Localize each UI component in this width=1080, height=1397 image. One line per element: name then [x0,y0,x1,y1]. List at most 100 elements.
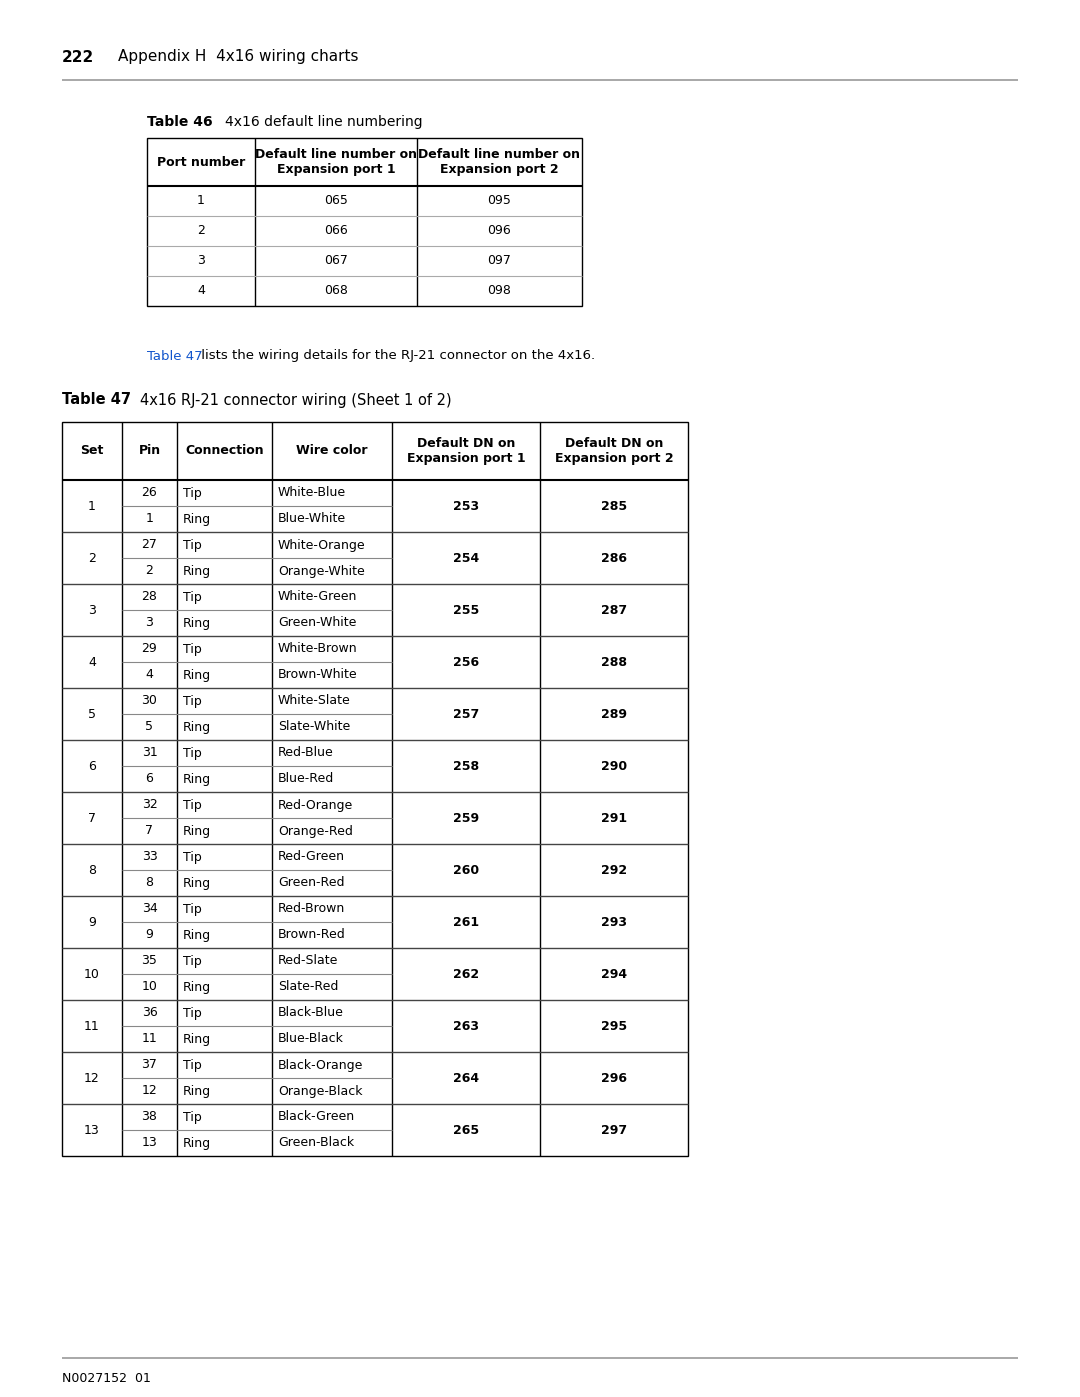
Text: Tip: Tip [183,954,202,968]
Text: 37: 37 [141,1059,158,1071]
Text: 11: 11 [84,1020,99,1032]
Text: 067: 067 [324,254,348,267]
Text: Red-Green: Red-Green [278,851,345,863]
Text: 3: 3 [197,254,205,267]
Text: Green-Black: Green-Black [278,1137,354,1150]
Text: 12: 12 [141,1084,158,1098]
Text: 258: 258 [453,760,480,773]
Text: 31: 31 [141,746,158,760]
Text: 287: 287 [600,604,627,616]
Text: Green-Red: Green-Red [278,876,345,890]
Text: 10: 10 [84,968,100,981]
Text: Black-Orange: Black-Orange [278,1059,363,1071]
Text: 5: 5 [146,721,153,733]
Text: 066: 066 [324,225,348,237]
Text: 289: 289 [600,707,627,721]
Text: White-Brown: White-Brown [278,643,357,655]
Text: 3: 3 [89,604,96,616]
Bar [147,138,582,306]
Text: Ring: Ring [183,1084,211,1098]
Text: 260: 260 [453,863,480,876]
Text: Set: Set [80,444,104,457]
Text: 291: 291 [600,812,627,824]
Text: Orange-White: Orange-White [278,564,365,577]
Text: Tip: Tip [183,643,202,655]
Text: 222: 222 [62,49,94,64]
Text: 065: 065 [324,194,348,208]
Text: 2: 2 [197,225,205,237]
Text: 296: 296 [600,1071,627,1084]
Text: 34: 34 [141,902,158,915]
Text: Tip: Tip [183,1111,202,1123]
Text: 26: 26 [141,486,158,500]
Text: 068: 068 [324,285,348,298]
Text: 13: 13 [84,1123,99,1137]
Text: 4x16 RJ-21 connector wiring (Sheet 1 of 2): 4x16 RJ-21 connector wiring (Sheet 1 of … [140,393,451,408]
Text: Slate-Red: Slate-Red [278,981,338,993]
Text: Port number: Port number [157,155,245,169]
Text: Orange-Red: Orange-Red [278,824,353,837]
Text: 6: 6 [146,773,153,785]
Text: Tip: Tip [183,902,202,915]
Text: Default DN on: Default DN on [417,437,515,450]
Text: 29: 29 [141,643,158,655]
Text: 4: 4 [89,655,96,669]
Text: Red-Blue: Red-Blue [278,746,334,760]
Text: Default DN on: Default DN on [565,437,663,450]
Text: 261: 261 [453,915,480,929]
Text: Expansion port 1: Expansion port 1 [407,453,525,465]
Text: 1: 1 [89,500,96,513]
Text: 256: 256 [453,655,480,669]
Text: 098: 098 [487,285,512,298]
Text: 292: 292 [600,863,627,876]
Text: 6: 6 [89,760,96,773]
Text: Black-Blue: Black-Blue [278,1006,343,1020]
Text: Pin: Pin [138,444,161,457]
Text: Table 46: Table 46 [147,115,213,129]
Text: 5: 5 [87,707,96,721]
Text: Black-Green: Black-Green [278,1111,355,1123]
Text: Red-Slate: Red-Slate [278,954,338,968]
Text: Tip: Tip [183,746,202,760]
Text: 2: 2 [89,552,96,564]
Text: Tip: Tip [183,1006,202,1020]
Text: 38: 38 [141,1111,158,1123]
Text: 255: 255 [453,604,480,616]
Text: Blue-White: Blue-White [278,513,346,525]
Text: Table 47: Table 47 [147,349,203,362]
Text: 7: 7 [87,812,96,824]
Text: Orange-Black: Orange-Black [278,1084,363,1098]
Text: 1: 1 [146,513,153,525]
Text: 257: 257 [453,707,480,721]
Text: Ring: Ring [183,876,211,890]
Text: Table 47: Table 47 [62,393,131,408]
Text: Ring: Ring [183,981,211,993]
Text: 32: 32 [141,799,158,812]
Text: White-Green: White-Green [278,591,357,604]
Text: 095: 095 [487,194,512,208]
Text: 294: 294 [600,968,627,981]
Text: Ring: Ring [183,1032,211,1045]
Text: Red-Brown: Red-Brown [278,902,346,915]
Text: Green-White: Green-White [278,616,356,630]
Text: 263: 263 [453,1020,480,1032]
Text: Ring: Ring [183,669,211,682]
Text: Ring: Ring [183,513,211,525]
Text: Blue-Black: Blue-Black [278,1032,343,1045]
Text: Tip: Tip [183,538,202,552]
Text: Appendix H  4x16 wiring charts: Appendix H 4x16 wiring charts [118,49,359,64]
Text: Tip: Tip [183,591,202,604]
Text: 264: 264 [453,1071,480,1084]
Text: 295: 295 [600,1020,627,1032]
Bar [62,422,688,1155]
Text: Tip: Tip [183,851,202,863]
Text: 10: 10 [141,981,158,993]
Text: Tip: Tip [183,1059,202,1071]
Text: Brown-White: Brown-White [278,669,357,682]
Text: N0027152  01: N0027152 01 [62,1372,151,1384]
Text: 9: 9 [146,929,153,942]
Text: 12: 12 [84,1071,99,1084]
Text: 8: 8 [87,863,96,876]
Text: Expansion port 2: Expansion port 2 [555,453,673,465]
Text: 097: 097 [487,254,512,267]
